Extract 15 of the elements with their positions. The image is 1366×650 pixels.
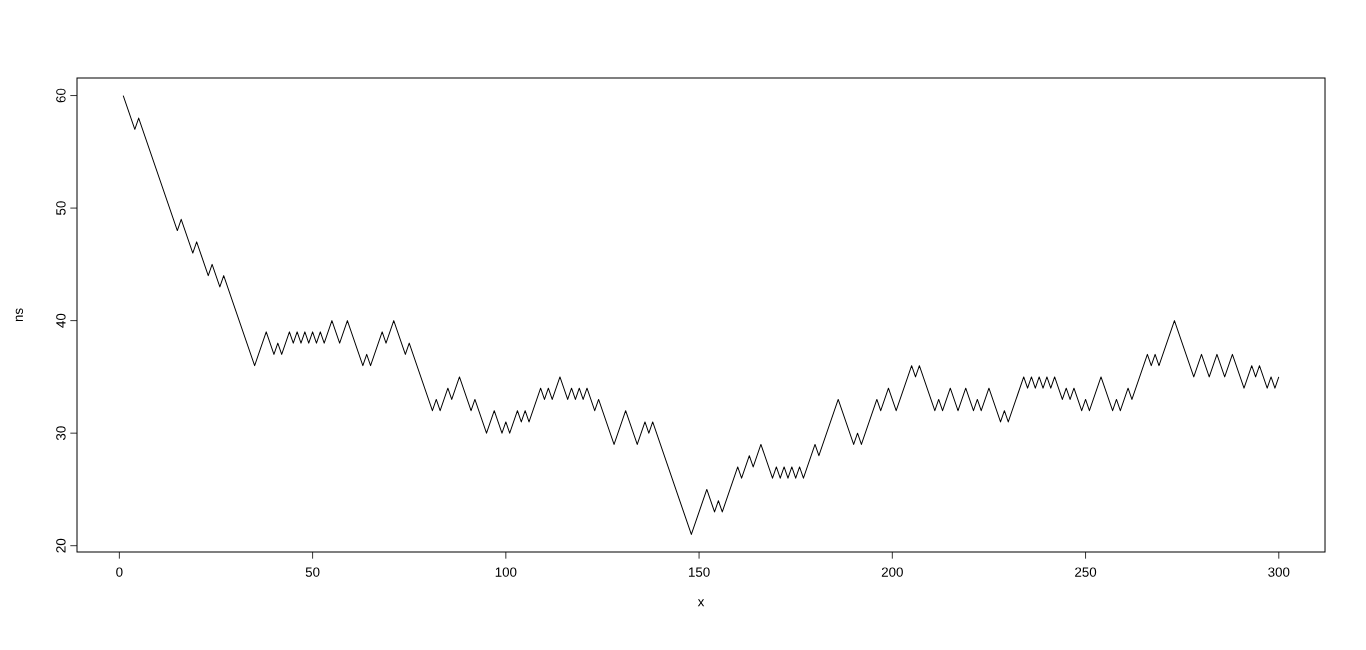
y-tick-label: 20 (56, 538, 66, 553)
x-tick-label: 150 (688, 567, 710, 577)
y-tick-label: 60 (56, 88, 66, 103)
y-axis-title: ns (15, 308, 24, 322)
x-axis-title: x (697, 599, 705, 607)
x-tick-label: 50 (305, 567, 320, 577)
y-tick-label: 30 (56, 426, 66, 441)
y-tick-label: 50 (56, 201, 66, 215)
x-tick-label: 250 (1075, 567, 1097, 577)
x-tick-label: 200 (881, 567, 903, 577)
x-tick-label: 100 (495, 567, 517, 577)
x-tick-label: 300 (1268, 567, 1290, 577)
line-series (122, 95, 1280, 535)
y-tick-label: 40 (56, 313, 66, 328)
x-tick-label: 0 (116, 567, 123, 577)
